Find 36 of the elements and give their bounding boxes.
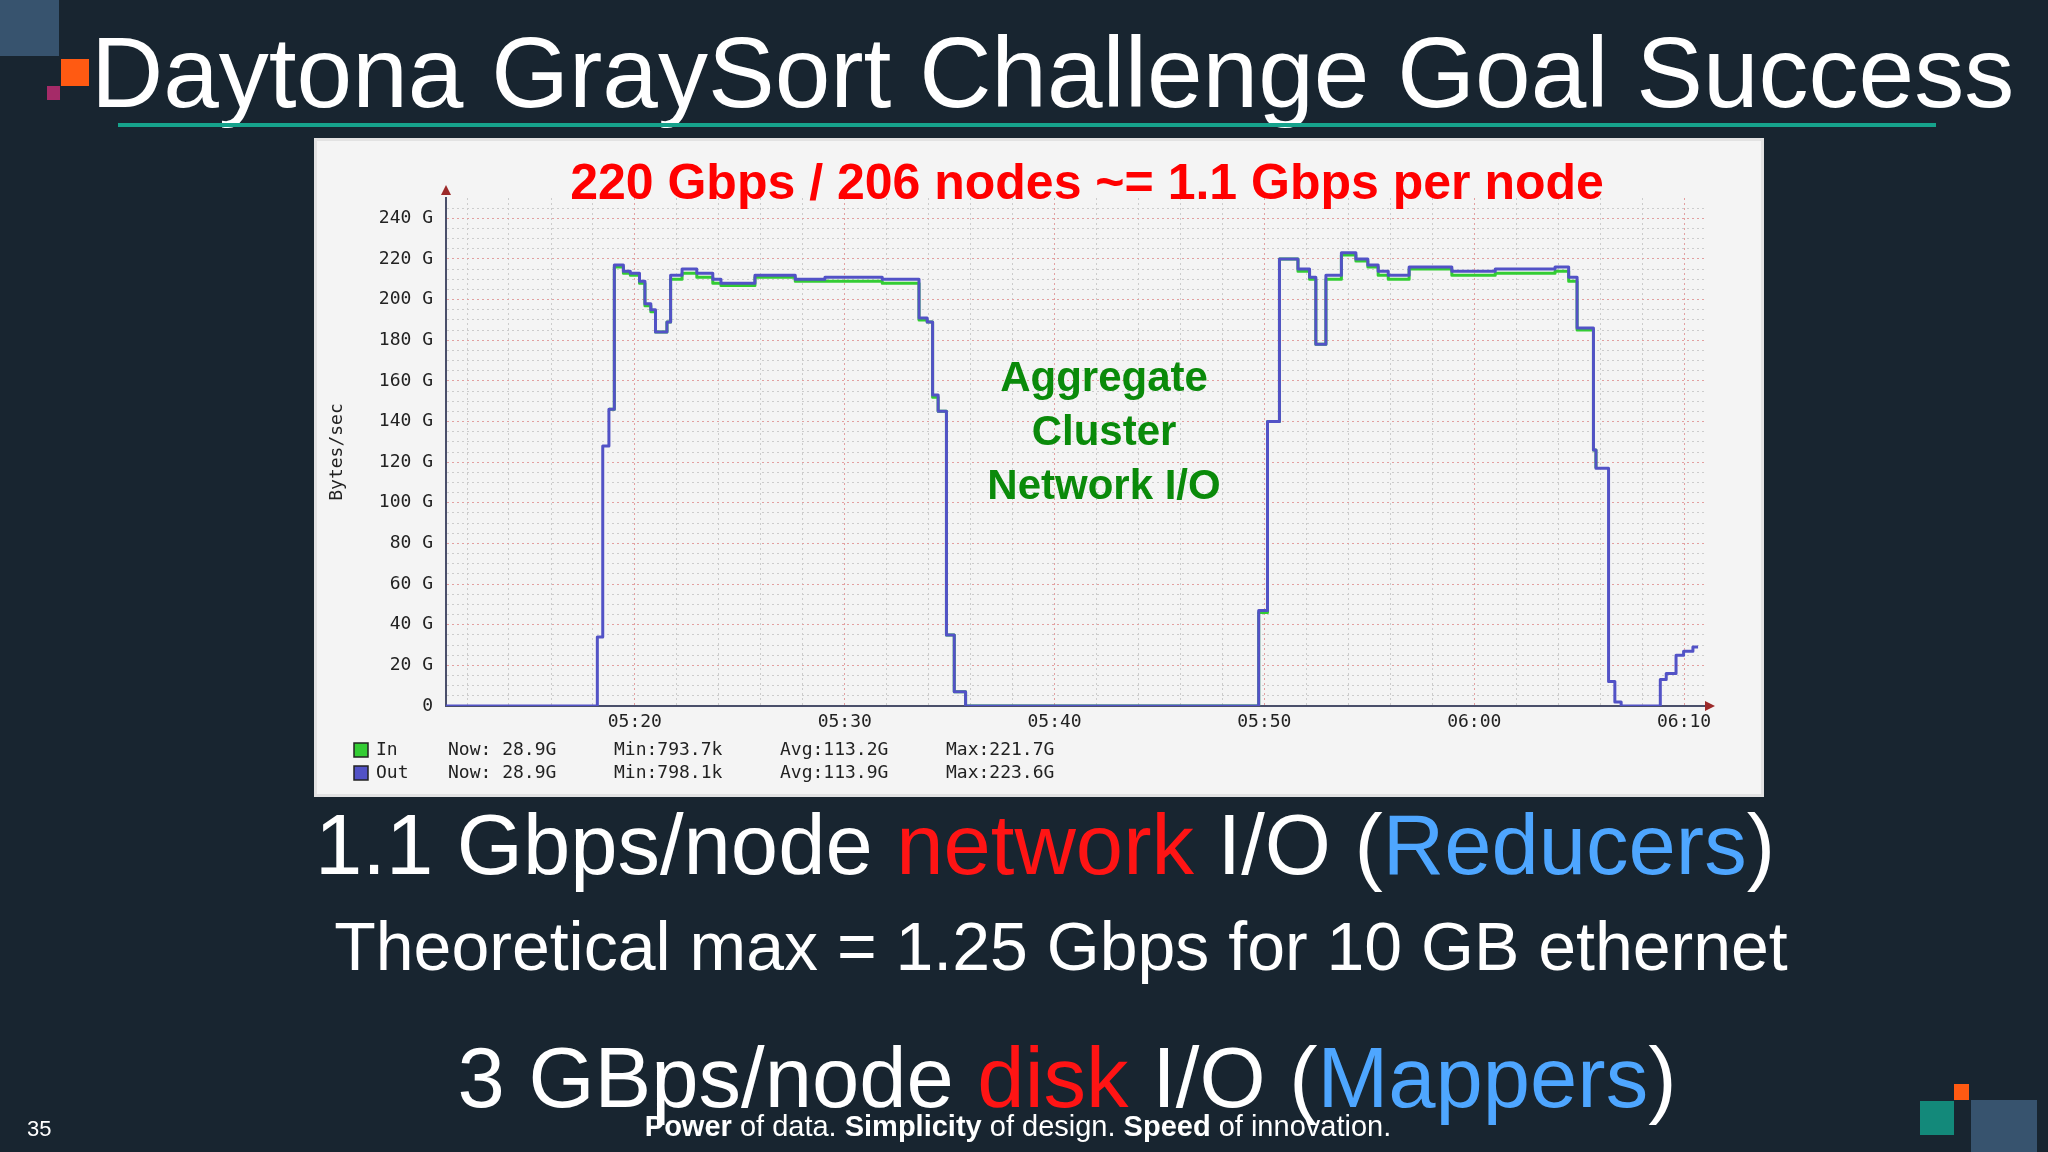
legend-label: In bbox=[376, 737, 398, 759]
y-tick-label: 220 G bbox=[378, 246, 433, 268]
text: Now: 28.9G bbox=[448, 760, 557, 782]
text: Theoretical max = 1.25 Gbps for 10 GB ethernet bbox=[334, 908, 1788, 984]
text: Max:223.6G bbox=[946, 760, 1055, 782]
x-tick-label: 06:10 bbox=[1657, 710, 1712, 732]
legend-label: Out bbox=[376, 760, 409, 782]
y-tick-label: 120 G bbox=[378, 449, 433, 471]
text: Min:798.1k bbox=[614, 760, 723, 782]
y-axis-title: Bytes/sec bbox=[325, 403, 347, 501]
annotation: Aggregate Cluster Network I/O bbox=[986, 352, 1222, 510]
text: Min:793.7k bbox=[614, 737, 723, 759]
y-tick-label: 100 G bbox=[378, 490, 433, 512]
x-tick-label: 06:00 bbox=[1447, 710, 1502, 732]
x-tick-label: 05:20 bbox=[607, 710, 662, 732]
text: Avg:113.9G bbox=[780, 760, 889, 782]
y-tick-label: 60 G bbox=[389, 571, 433, 593]
y-tick-label: 240 G bbox=[378, 205, 433, 227]
x-tick-label: 05:30 bbox=[817, 710, 872, 732]
y-tick-label: 160 G bbox=[378, 368, 433, 390]
y-tick-label: 200 G bbox=[378, 287, 433, 309]
y-tick-label: 140 G bbox=[378, 409, 433, 431]
text: 35 bbox=[27, 1116, 52, 1141]
y-tick-label: 80 G bbox=[389, 531, 433, 553]
chart-title: Daytona GraySort Challenge Goal Success bbox=[91, 16, 2015, 128]
text: Avg:113.2G bbox=[780, 737, 889, 759]
chart-subtitle: 220 Gbps / 206 nodes ~= 1.1 Gbps per node bbox=[570, 154, 1604, 210]
text: Max:221.7G bbox=[946, 737, 1055, 759]
text: 1.1 Gbps/node network I/O (Reducers) bbox=[315, 797, 1775, 892]
y-tick-label: 0 bbox=[422, 693, 433, 715]
x-tick-label: 05:50 bbox=[1237, 710, 1292, 732]
x-tick-label: 05:40 bbox=[1027, 710, 1082, 732]
y-tick-label: 40 G bbox=[389, 612, 433, 634]
y-tick-label: 20 G bbox=[389, 653, 433, 675]
y-tick-label: 180 G bbox=[378, 327, 433, 349]
text: Now: 28.9G bbox=[448, 737, 557, 759]
